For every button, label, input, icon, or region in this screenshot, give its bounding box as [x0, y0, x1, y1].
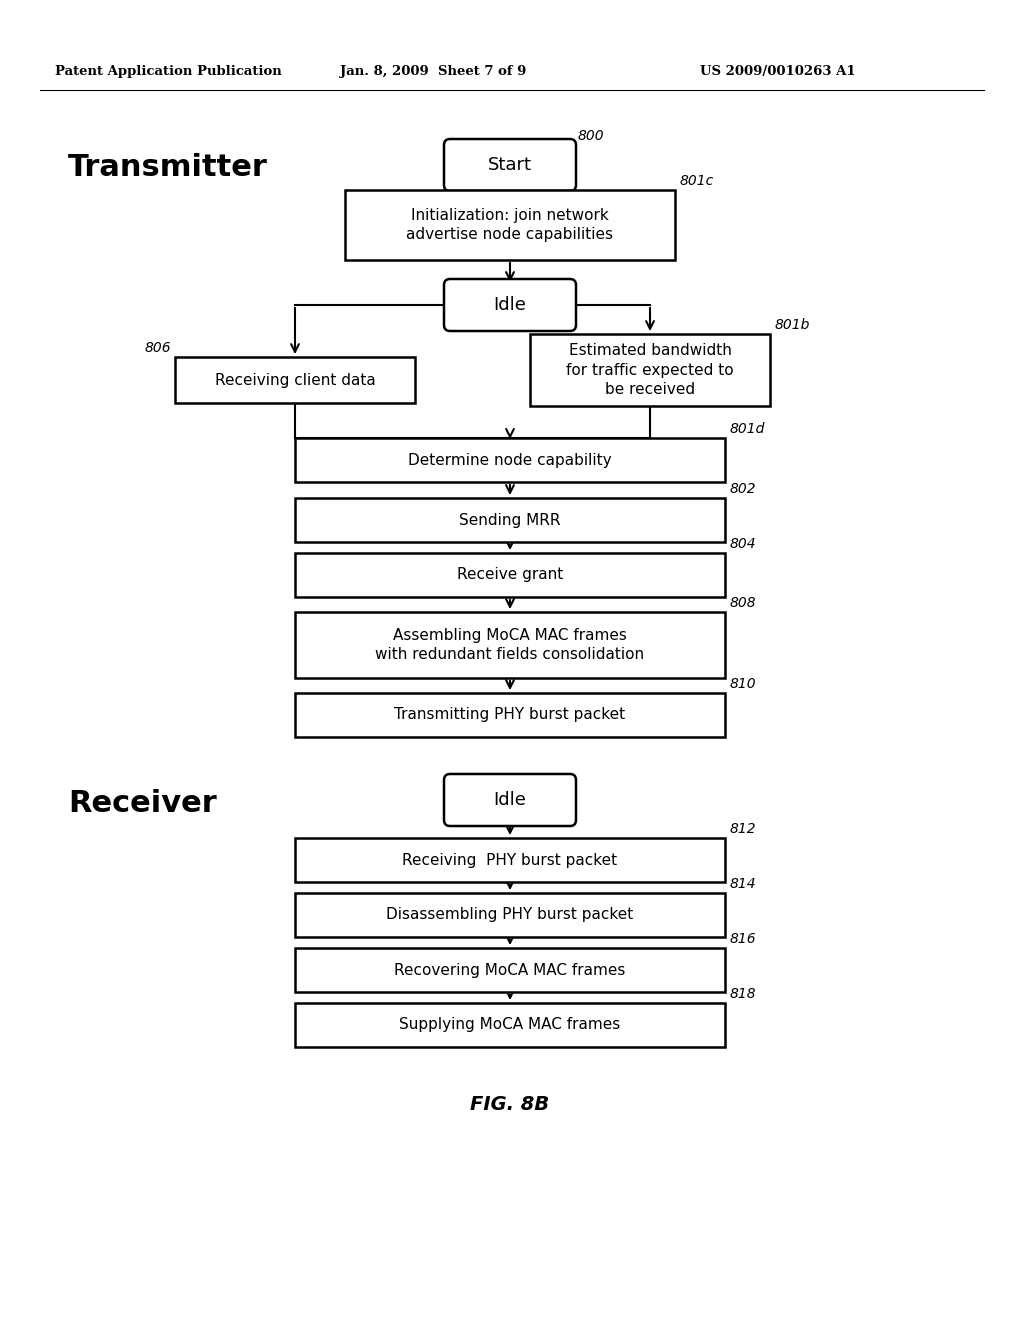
Text: Idle: Idle — [494, 296, 526, 314]
Text: 818: 818 — [730, 987, 757, 1001]
Text: FIG. 8B: FIG. 8B — [470, 1096, 550, 1114]
Text: Receiving  PHY burst packet: Receiving PHY burst packet — [402, 853, 617, 867]
Bar — [295, 553, 725, 597]
Text: Receive grant: Receive grant — [457, 568, 563, 582]
Text: Jan. 8, 2009  Sheet 7 of 9: Jan. 8, 2009 Sheet 7 of 9 — [340, 66, 526, 78]
Text: 812: 812 — [730, 822, 757, 836]
Text: 801b: 801b — [775, 318, 810, 333]
Text: Recovering MoCA MAC frames: Recovering MoCA MAC frames — [394, 962, 626, 978]
FancyBboxPatch shape — [444, 774, 575, 826]
Text: Determine node capability: Determine node capability — [409, 453, 611, 467]
Text: 802: 802 — [730, 482, 757, 496]
Bar — [295, 1003, 725, 1047]
Text: 800: 800 — [578, 129, 604, 143]
Text: Receiving client data: Receiving client data — [215, 372, 376, 388]
Text: US 2009/0010263 A1: US 2009/0010263 A1 — [700, 66, 856, 78]
Text: 801c: 801c — [680, 174, 715, 187]
Text: 806: 806 — [144, 341, 171, 355]
Text: Estimated bandwidth
for traffic expected to
be received: Estimated bandwidth for traffic expected… — [566, 343, 734, 397]
Bar — [345, 190, 675, 260]
Text: Transmitting PHY burst packet: Transmitting PHY burst packet — [394, 708, 626, 722]
Bar — [295, 612, 725, 678]
Text: Patent Application Publication: Patent Application Publication — [55, 66, 282, 78]
Text: 804: 804 — [730, 537, 757, 550]
Bar — [295, 693, 725, 737]
FancyBboxPatch shape — [444, 139, 575, 191]
Text: Start: Start — [488, 156, 532, 174]
Text: Disassembling PHY burst packet: Disassembling PHY burst packet — [386, 908, 634, 923]
Text: 810: 810 — [730, 677, 757, 690]
Text: Idle: Idle — [494, 791, 526, 809]
Text: Receiver: Receiver — [68, 788, 217, 817]
Bar — [530, 334, 770, 407]
Bar — [295, 894, 725, 937]
Text: Transmitter: Transmitter — [68, 153, 268, 182]
Bar — [295, 948, 725, 993]
Text: 816: 816 — [730, 932, 757, 946]
Text: 808: 808 — [730, 597, 757, 610]
Text: Supplying MoCA MAC frames: Supplying MoCA MAC frames — [399, 1018, 621, 1032]
Bar — [175, 356, 415, 403]
Bar — [295, 838, 725, 882]
Text: 801d: 801d — [730, 422, 765, 436]
Text: 814: 814 — [730, 876, 757, 891]
Text: Initialization: join network
advertise node capabilities: Initialization: join network advertise n… — [407, 207, 613, 243]
Bar — [295, 498, 725, 543]
FancyBboxPatch shape — [444, 279, 575, 331]
Text: Sending MRR: Sending MRR — [459, 512, 561, 528]
Text: Assembling MoCA MAC frames
with redundant fields consolidation: Assembling MoCA MAC frames with redundan… — [376, 627, 644, 663]
Bar — [295, 438, 725, 482]
